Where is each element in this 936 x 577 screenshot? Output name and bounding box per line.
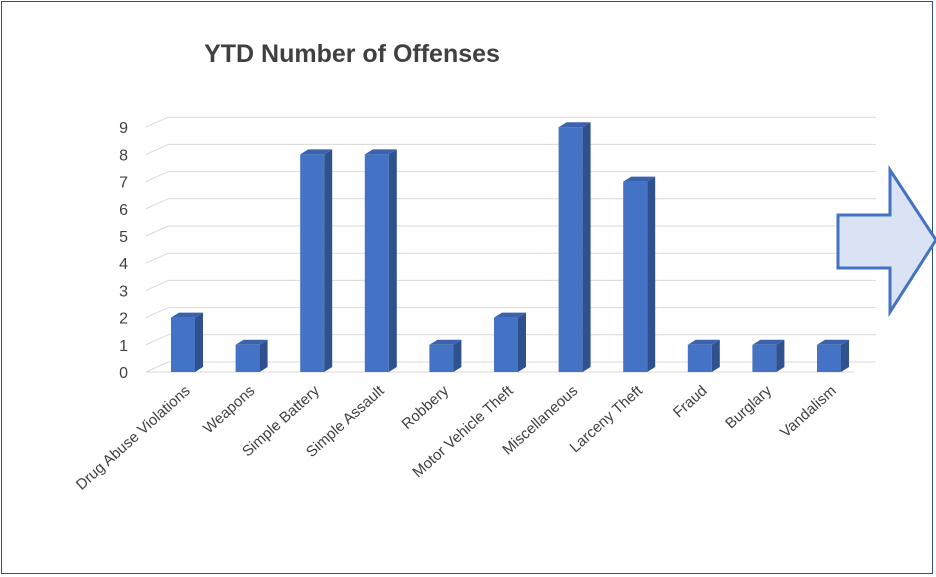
x-category-label: Burglary bbox=[722, 382, 775, 432]
y-tick-label: 1 bbox=[119, 338, 128, 355]
bar-top bbox=[752, 339, 785, 345]
bar bbox=[752, 339, 785, 372]
bar bbox=[558, 122, 591, 372]
bar-front bbox=[300, 154, 325, 372]
y-tick-label: 6 bbox=[119, 202, 128, 219]
bar bbox=[494, 312, 526, 372]
y-tick-label: 5 bbox=[119, 229, 128, 246]
bar-side bbox=[453, 339, 462, 372]
x-category-label: Fraud bbox=[670, 382, 710, 421]
bar-top bbox=[494, 312, 526, 318]
bar-side bbox=[388, 149, 397, 372]
bars bbox=[171, 122, 849, 372]
y-tick-label: 3 bbox=[119, 283, 128, 300]
bar bbox=[817, 339, 849, 372]
x-category-label: Weapons bbox=[200, 382, 258, 437]
grid-lines bbox=[145, 116, 876, 373]
grid-line-diagonal bbox=[145, 361, 169, 373]
grid-line-diagonal bbox=[145, 198, 169, 210]
bar-front bbox=[171, 317, 195, 372]
bar-top bbox=[171, 312, 203, 318]
grid-line-diagonal bbox=[145, 334, 169, 346]
grid-line-diagonal bbox=[145, 143, 169, 155]
y-tick-label: 4 bbox=[119, 256, 128, 273]
grid-line-diagonal bbox=[145, 252, 169, 264]
bar-front bbox=[429, 344, 454, 372]
bar-top bbox=[235, 339, 268, 345]
bar-front bbox=[494, 317, 518, 372]
bar-front bbox=[752, 344, 777, 372]
bar-side bbox=[259, 339, 268, 372]
bar bbox=[235, 339, 268, 372]
y-tick-label: 0 bbox=[119, 365, 128, 382]
y-axis-ticks: 0 1 2 3 4 5 6 7 8 9 bbox=[119, 120, 128, 382]
grid-line-diagonal bbox=[145, 116, 169, 128]
bar bbox=[687, 339, 720, 372]
bar bbox=[171, 312, 203, 372]
bar-side bbox=[195, 312, 203, 372]
bar-top bbox=[558, 122, 591, 128]
bar-top bbox=[300, 149, 333, 155]
bar bbox=[429, 339, 462, 372]
right-arrow-icon bbox=[836, 164, 936, 318]
chart-title: YTD Number of Offenses bbox=[204, 40, 500, 68]
x-category-label: Robbery bbox=[399, 382, 453, 433]
bar-side bbox=[518, 312, 526, 372]
bar-front bbox=[235, 344, 260, 372]
bar bbox=[300, 149, 333, 372]
bar-side bbox=[647, 176, 656, 372]
grid-line-diagonal bbox=[145, 225, 169, 237]
x-category-label: Drug Abuse Violations bbox=[73, 382, 194, 493]
bar bbox=[623, 176, 656, 372]
bar-side bbox=[711, 339, 720, 372]
bar-top bbox=[623, 176, 656, 182]
bar-top bbox=[687, 339, 720, 345]
bar-top bbox=[364, 149, 397, 155]
bar-front bbox=[817, 344, 841, 372]
bar-side bbox=[776, 339, 785, 372]
x-category-label: Vandalism bbox=[777, 382, 840, 441]
bar-side bbox=[324, 149, 333, 372]
bar-side bbox=[841, 339, 849, 372]
grid-line-diagonal bbox=[145, 171, 169, 183]
bar-top bbox=[817, 339, 849, 345]
bar-top bbox=[429, 339, 462, 345]
bar-front bbox=[623, 181, 648, 372]
bar bbox=[364, 149, 397, 372]
bar-front bbox=[364, 154, 389, 372]
grid-line-diagonal bbox=[145, 307, 169, 319]
grid-line-diagonal bbox=[145, 279, 169, 291]
bar-side bbox=[582, 122, 591, 372]
y-tick-label: 9 bbox=[119, 120, 128, 137]
y-tick-label: 8 bbox=[119, 147, 128, 164]
bar-front bbox=[558, 127, 583, 372]
y-tick-label: 7 bbox=[119, 175, 128, 192]
bar-front bbox=[687, 344, 712, 372]
y-tick-label: 2 bbox=[119, 311, 128, 328]
